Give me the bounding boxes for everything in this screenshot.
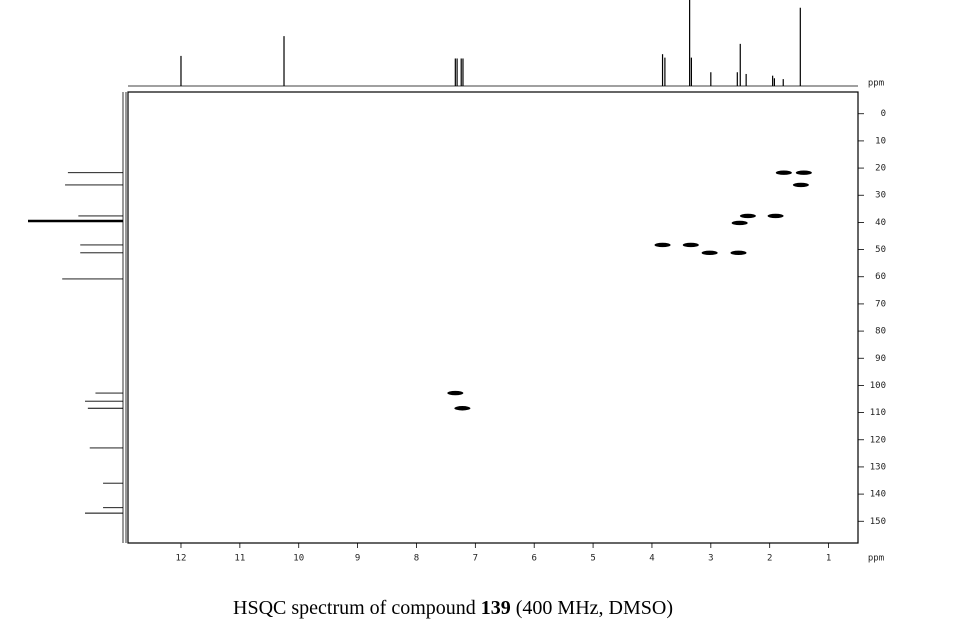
x-tick-label: 10 [293,554,304,564]
y-tick-label: 150 [870,517,886,527]
cross-peak [447,390,464,396]
x-tick-label: 5 [590,554,595,564]
x-tick-label: 2 [767,554,772,564]
y-tick-label: 40 [875,218,886,228]
cross-peak [739,213,756,219]
cross-peak [767,213,784,219]
cross-peak [454,406,471,411]
x-axis-label: ppm [868,554,884,564]
y-tick-label: 30 [875,191,886,201]
plot-frame [127,91,859,544]
caption-text: HSQC spectrum of compound [233,597,481,619]
x-tick-label: 8 [414,554,419,564]
y-tick-label: 120 [870,435,886,445]
y-tick-label: 50 [875,245,886,255]
cross-peak [654,242,671,248]
cross-peak [731,220,748,226]
x-tick-label: 11 [234,554,245,564]
cross-peak [795,170,812,175]
y-tick-label: 100 [870,381,886,391]
x-tick-label: 6 [531,554,536,564]
x-tick-label: 3 [708,554,713,564]
x-tick-label: 4 [649,554,654,564]
y-tick-label: 70 [875,299,886,309]
x-tick-label: 7 [473,554,478,564]
y-tick-label: 20 [875,164,886,174]
x-tick-label: 9 [355,554,360,564]
x-tick-label: 1 [826,554,831,564]
y-tick-label: 140 [870,490,886,500]
cross-peak [701,250,718,256]
x-tick-label: 12 [176,554,187,564]
caption-text: (400 MHz, DMSO) [511,597,673,619]
y-tick-label: 10 [875,136,886,146]
caption: HSQC spectrum of compound 139 (400 MHz, … [233,597,673,619]
cross-peak [682,242,699,248]
y-tick-label: 80 [875,327,886,337]
cross-peak [775,170,792,175]
y-tick-label: 90 [875,354,886,364]
y-tick-label: 110 [870,408,886,418]
y-axis-label: ppm [868,79,884,89]
cross-peak [730,250,747,256]
compound-number: 139 [481,597,511,619]
y-tick-label: 60 [875,272,886,282]
y-tick-label: 0 [881,109,886,119]
y-tick-label: 130 [870,462,886,472]
cross-peak [792,182,809,188]
